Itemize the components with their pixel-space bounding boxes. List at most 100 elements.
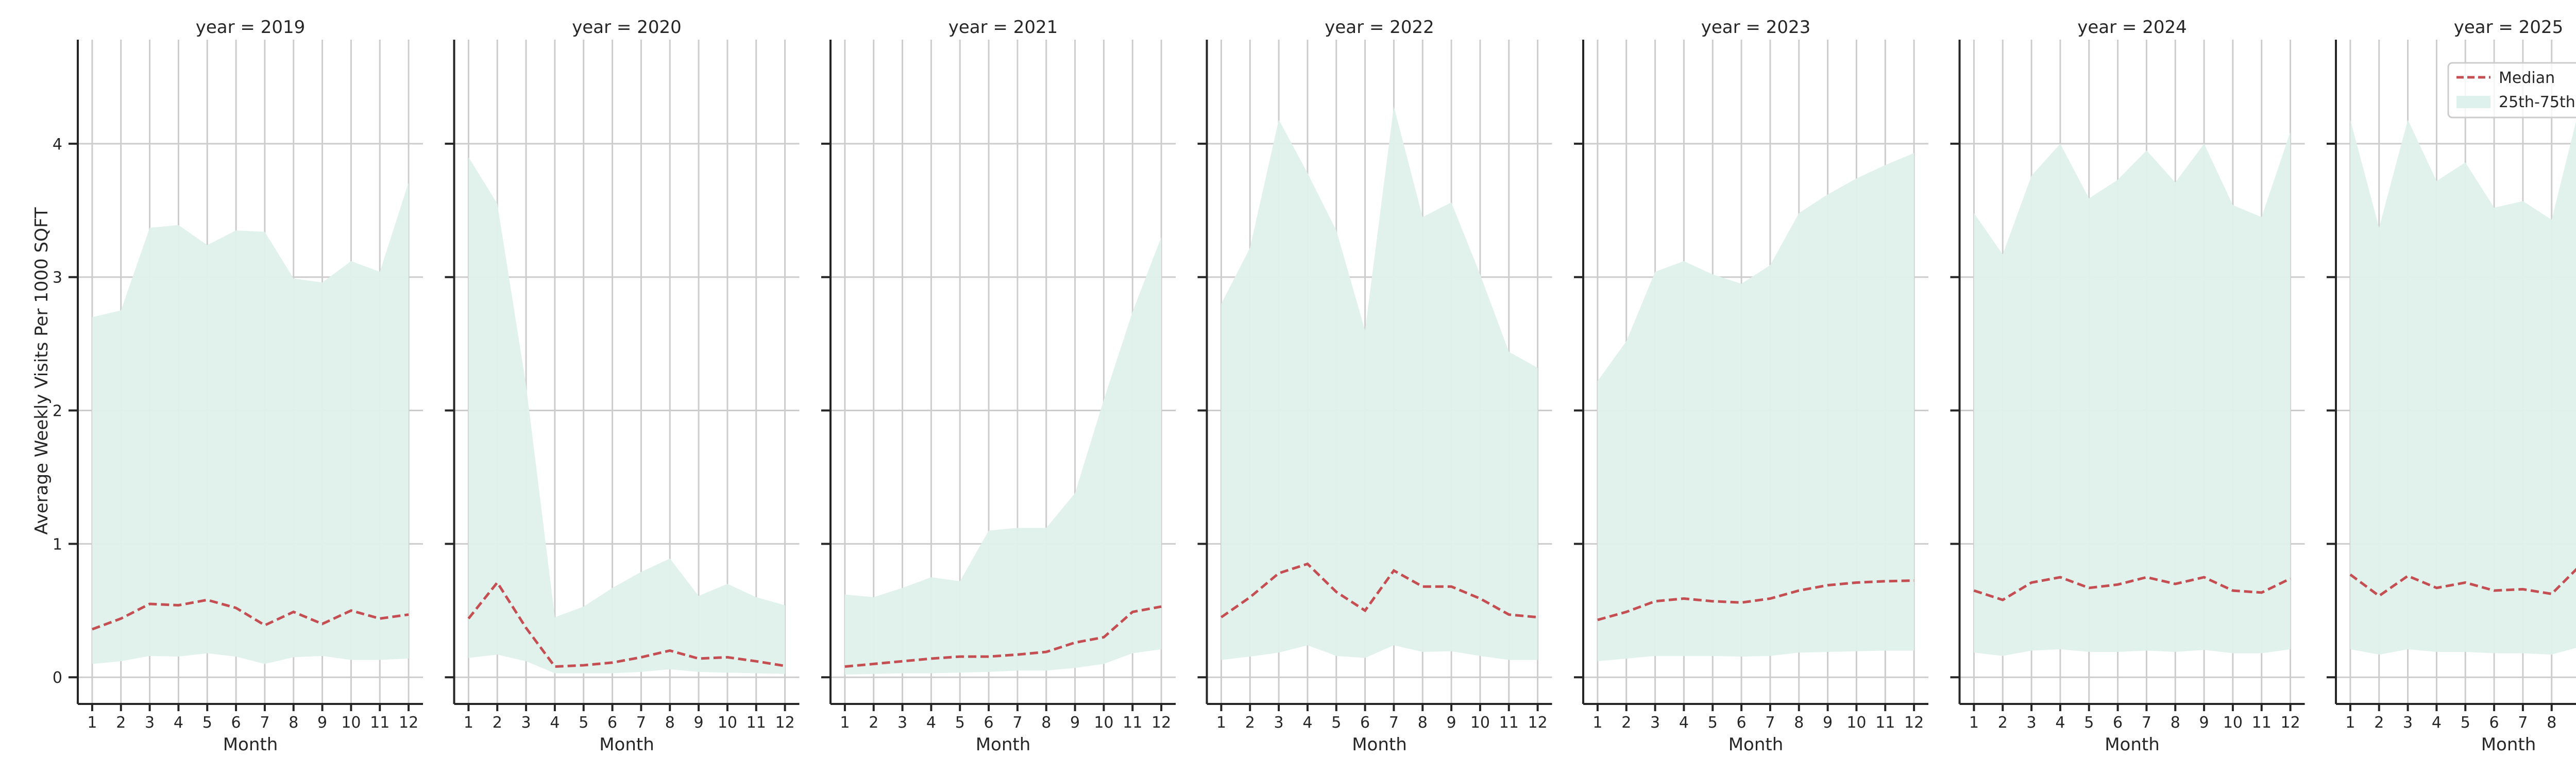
- x-tick-label: 2: [1245, 714, 1255, 732]
- x-tick-label: 11: [1123, 714, 1142, 732]
- x-tick-label: 2: [2374, 714, 2384, 732]
- x-tick-label: 8: [289, 714, 298, 732]
- x-tick-label: 3: [1274, 714, 1284, 732]
- x-tick-label: 4: [1302, 714, 1312, 732]
- percentile-band: [1221, 106, 1538, 660]
- x-tick-label: 2: [493, 714, 502, 732]
- x-tick-label: 5: [1708, 714, 1718, 732]
- x-tick-label: 4: [2432, 714, 2442, 732]
- x-axis-label: Month: [1352, 734, 1407, 755]
- x-tick-label: 8: [2171, 714, 2180, 732]
- x-tick-label: 6: [1360, 714, 1370, 732]
- x-tick-label: 7: [2142, 714, 2151, 732]
- x-axis-label: Month: [976, 734, 1031, 755]
- x-tick-label: 8: [665, 714, 675, 732]
- x-tick-label: 3: [2403, 714, 2413, 732]
- x-tick-label: 10: [718, 714, 737, 732]
- y-tick-label: 4: [53, 136, 62, 154]
- x-tick-label: 11: [370, 714, 389, 732]
- y-tick-label: 2: [53, 402, 62, 421]
- x-tick-label: 1: [1216, 714, 1226, 732]
- panel-title: year = 2024: [2077, 17, 2187, 38]
- x-tick-label: 7: [1012, 714, 1022, 732]
- x-tick-label: 12: [1904, 714, 1924, 732]
- median-line: [92, 598, 409, 631]
- percentile-band: [2350, 120, 2576, 655]
- x-tick-label: 5: [1331, 714, 1341, 732]
- legend: Median 25th-75th Percentile: [2447, 62, 2576, 119]
- x-axis-label: Month: [599, 734, 654, 755]
- x-tick-label: 6: [1737, 714, 1747, 732]
- x-axis-label: Month: [1728, 734, 1784, 755]
- x-tick-label: 4: [550, 714, 560, 732]
- x-tick-label: 12: [775, 714, 794, 732]
- x-tick-label: 6: [607, 714, 617, 732]
- percentile-band: [844, 237, 1162, 675]
- percentile-band: [92, 182, 409, 664]
- x-tick-label: 5: [2461, 714, 2470, 732]
- panel-title: year = 2025: [2454, 17, 2563, 38]
- x-tick-label: 8: [2547, 714, 2556, 732]
- x-tick-label: 12: [399, 714, 418, 732]
- x-tick-label: 3: [897, 714, 907, 732]
- x-axis-label: Month: [2481, 734, 2536, 755]
- panel-title: year = 2021: [948, 17, 1058, 38]
- x-tick-label: 1: [1592, 714, 1602, 732]
- percentile-band: [1974, 131, 2291, 656]
- x-tick-label: 12: [1528, 714, 1547, 732]
- x-tick-label: 5: [2084, 714, 2094, 732]
- x-tick-label: 8: [1041, 714, 1051, 732]
- x-axis-label: Month: [2105, 734, 2160, 755]
- x-tick-label: 2: [869, 714, 878, 732]
- panel-title: year = 2023: [1701, 17, 1810, 38]
- x-tick-label: 7: [2518, 714, 2528, 732]
- median-line: [1220, 562, 1538, 619]
- panel-title: year = 2022: [1325, 17, 1434, 38]
- x-tick-label: 9: [1447, 714, 1456, 732]
- percentile-band: [468, 157, 785, 674]
- y-tick-label: 0: [53, 669, 62, 687]
- x-tick-label: 5: [579, 714, 588, 732]
- x-tick-label: 10: [1846, 714, 1866, 732]
- x-tick-label: 4: [926, 714, 936, 732]
- x-tick-label: 8: [1794, 714, 1804, 732]
- x-tick-label: 4: [2055, 714, 2065, 732]
- x-tick-label: 11: [2252, 714, 2272, 732]
- x-tick-label: 3: [1650, 714, 1660, 732]
- x-tick-label: 7: [636, 714, 646, 732]
- median-line: [1597, 579, 1914, 621]
- x-tick-label: 8: [1418, 714, 1428, 732]
- x-tick-label: 6: [231, 714, 241, 732]
- y-axis-label: Average Weekly Visits Per 1000 SQFT: [31, 207, 52, 535]
- x-tick-label: 10: [2223, 714, 2243, 732]
- x-tick-label: 9: [1070, 714, 1080, 732]
- panel-title: year = 2020: [572, 17, 681, 38]
- x-tick-label: 5: [955, 714, 965, 732]
- y-tick-label: 1: [53, 535, 62, 553]
- legend-median-label: Median: [2499, 69, 2555, 87]
- median-line: [467, 580, 785, 668]
- x-tick-label: 3: [145, 714, 155, 732]
- legend-band-label: 25th-75th Percentile: [2499, 93, 2576, 111]
- x-tick-label: 10: [341, 714, 361, 732]
- x-tick-label: 10: [1470, 714, 1490, 732]
- x-tick-label: 9: [694, 714, 704, 732]
- x-tick-label: 5: [202, 714, 212, 732]
- x-tick-label: 9: [1823, 714, 1833, 732]
- x-tick-label: 4: [1679, 714, 1689, 732]
- x-tick-label: 7: [1765, 714, 1775, 732]
- x-tick-label: 1: [840, 714, 850, 732]
- median-line: [2349, 567, 2576, 598]
- x-tick-label: 11: [747, 714, 766, 732]
- y-tick-label: 3: [53, 269, 62, 287]
- median-line: [844, 605, 1162, 668]
- x-tick-label: 4: [174, 714, 183, 732]
